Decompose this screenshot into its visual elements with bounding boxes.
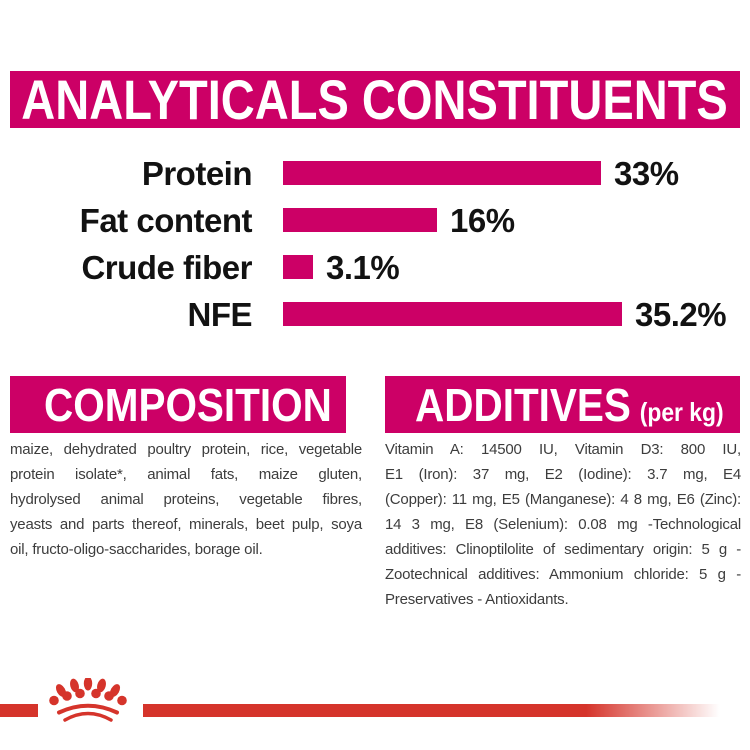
- text-line: 14 3 mg, E8 (Selenium): 0.08 mg -Technol…: [385, 516, 741, 533]
- analytical-constituents-bar-chart: Protein 33% Fat content 16% Crude fiber 3.1% N…: [0, 156, 750, 346]
- chart-row: NFE 35.2%: [0, 297, 750, 331]
- value-label: 3.1%: [326, 248, 400, 286]
- bar: [283, 302, 622, 326]
- text-line: yeasts and parts thereof, minerals, beet…: [10, 516, 362, 533]
- analytical-constituents-banner: ANALYTICALS CONSTITUENTS: [10, 71, 740, 128]
- text-line: Zootechnical additives: Ammonium chlorid…: [385, 566, 741, 583]
- bar: [283, 161, 601, 185]
- additives-banner: ADDITIVES (per kg): [385, 376, 740, 433]
- composition-text: maize, dehydrated poultry protein, rice,…: [10, 437, 362, 562]
- text-line: hydrolysed animal proteins, vegetable fi…: [10, 491, 362, 508]
- category-label: Protein: [141, 154, 253, 192]
- text-line: E1 (Iron): 37 mg, E2 (Iodine): 3.7 mg, E…: [385, 466, 741, 483]
- additives-text: Vitamin A: 14500 IU, Vitamin D3: 800 IU,…: [385, 437, 741, 612]
- royal-canin-crown-icon: [49, 678, 127, 722]
- category-label: Crude fiber: [81, 248, 252, 286]
- text-line: additives: Clinoptilolite of sedimentary…: [385, 541, 741, 558]
- bar: [283, 255, 313, 279]
- text-line: (Copper): 11 mg, E5 (Manganese): 4 8 mg,…: [385, 491, 741, 508]
- composition-banner: COMPOSITION: [10, 376, 346, 433]
- bar: [283, 208, 437, 232]
- value-label: 16%: [450, 201, 515, 239]
- text-line: Preservatives - Antioxidants.: [385, 591, 569, 608]
- text-line: maize, dehydrated poultry protein, rice,…: [10, 441, 362, 458]
- category-label: Fat content: [79, 201, 253, 239]
- value-label: 33%: [614, 154, 679, 192]
- additives-title-suffix: (per kg): [639, 396, 724, 427]
- analytical-constituents-title: ANALYTICALS CONSTITUENTS: [21, 67, 729, 131]
- chart-row: Crude fiber 3.1%: [0, 250, 750, 284]
- value-label: 35.2%: [635, 295, 727, 333]
- additives-title: ADDITIVES: [415, 378, 631, 431]
- text-line: oil, fructo-oligo-saccharides, borage oi…: [10, 541, 263, 558]
- brand-band-right-segment: [143, 704, 750, 717]
- text-line: Vitamin A: 14500 IU, Vitamin D3: 800 IU,: [385, 441, 741, 458]
- chart-row: Fat content 16%: [0, 203, 750, 237]
- brand-band-left-segment: [0, 704, 38, 717]
- chart-row: Protein 33%: [0, 156, 750, 190]
- composition-title: COMPOSITION: [44, 378, 332, 431]
- category-label: NFE: [187, 295, 253, 333]
- text-line: protein isolate*, animal fats, maize glu…: [10, 466, 362, 483]
